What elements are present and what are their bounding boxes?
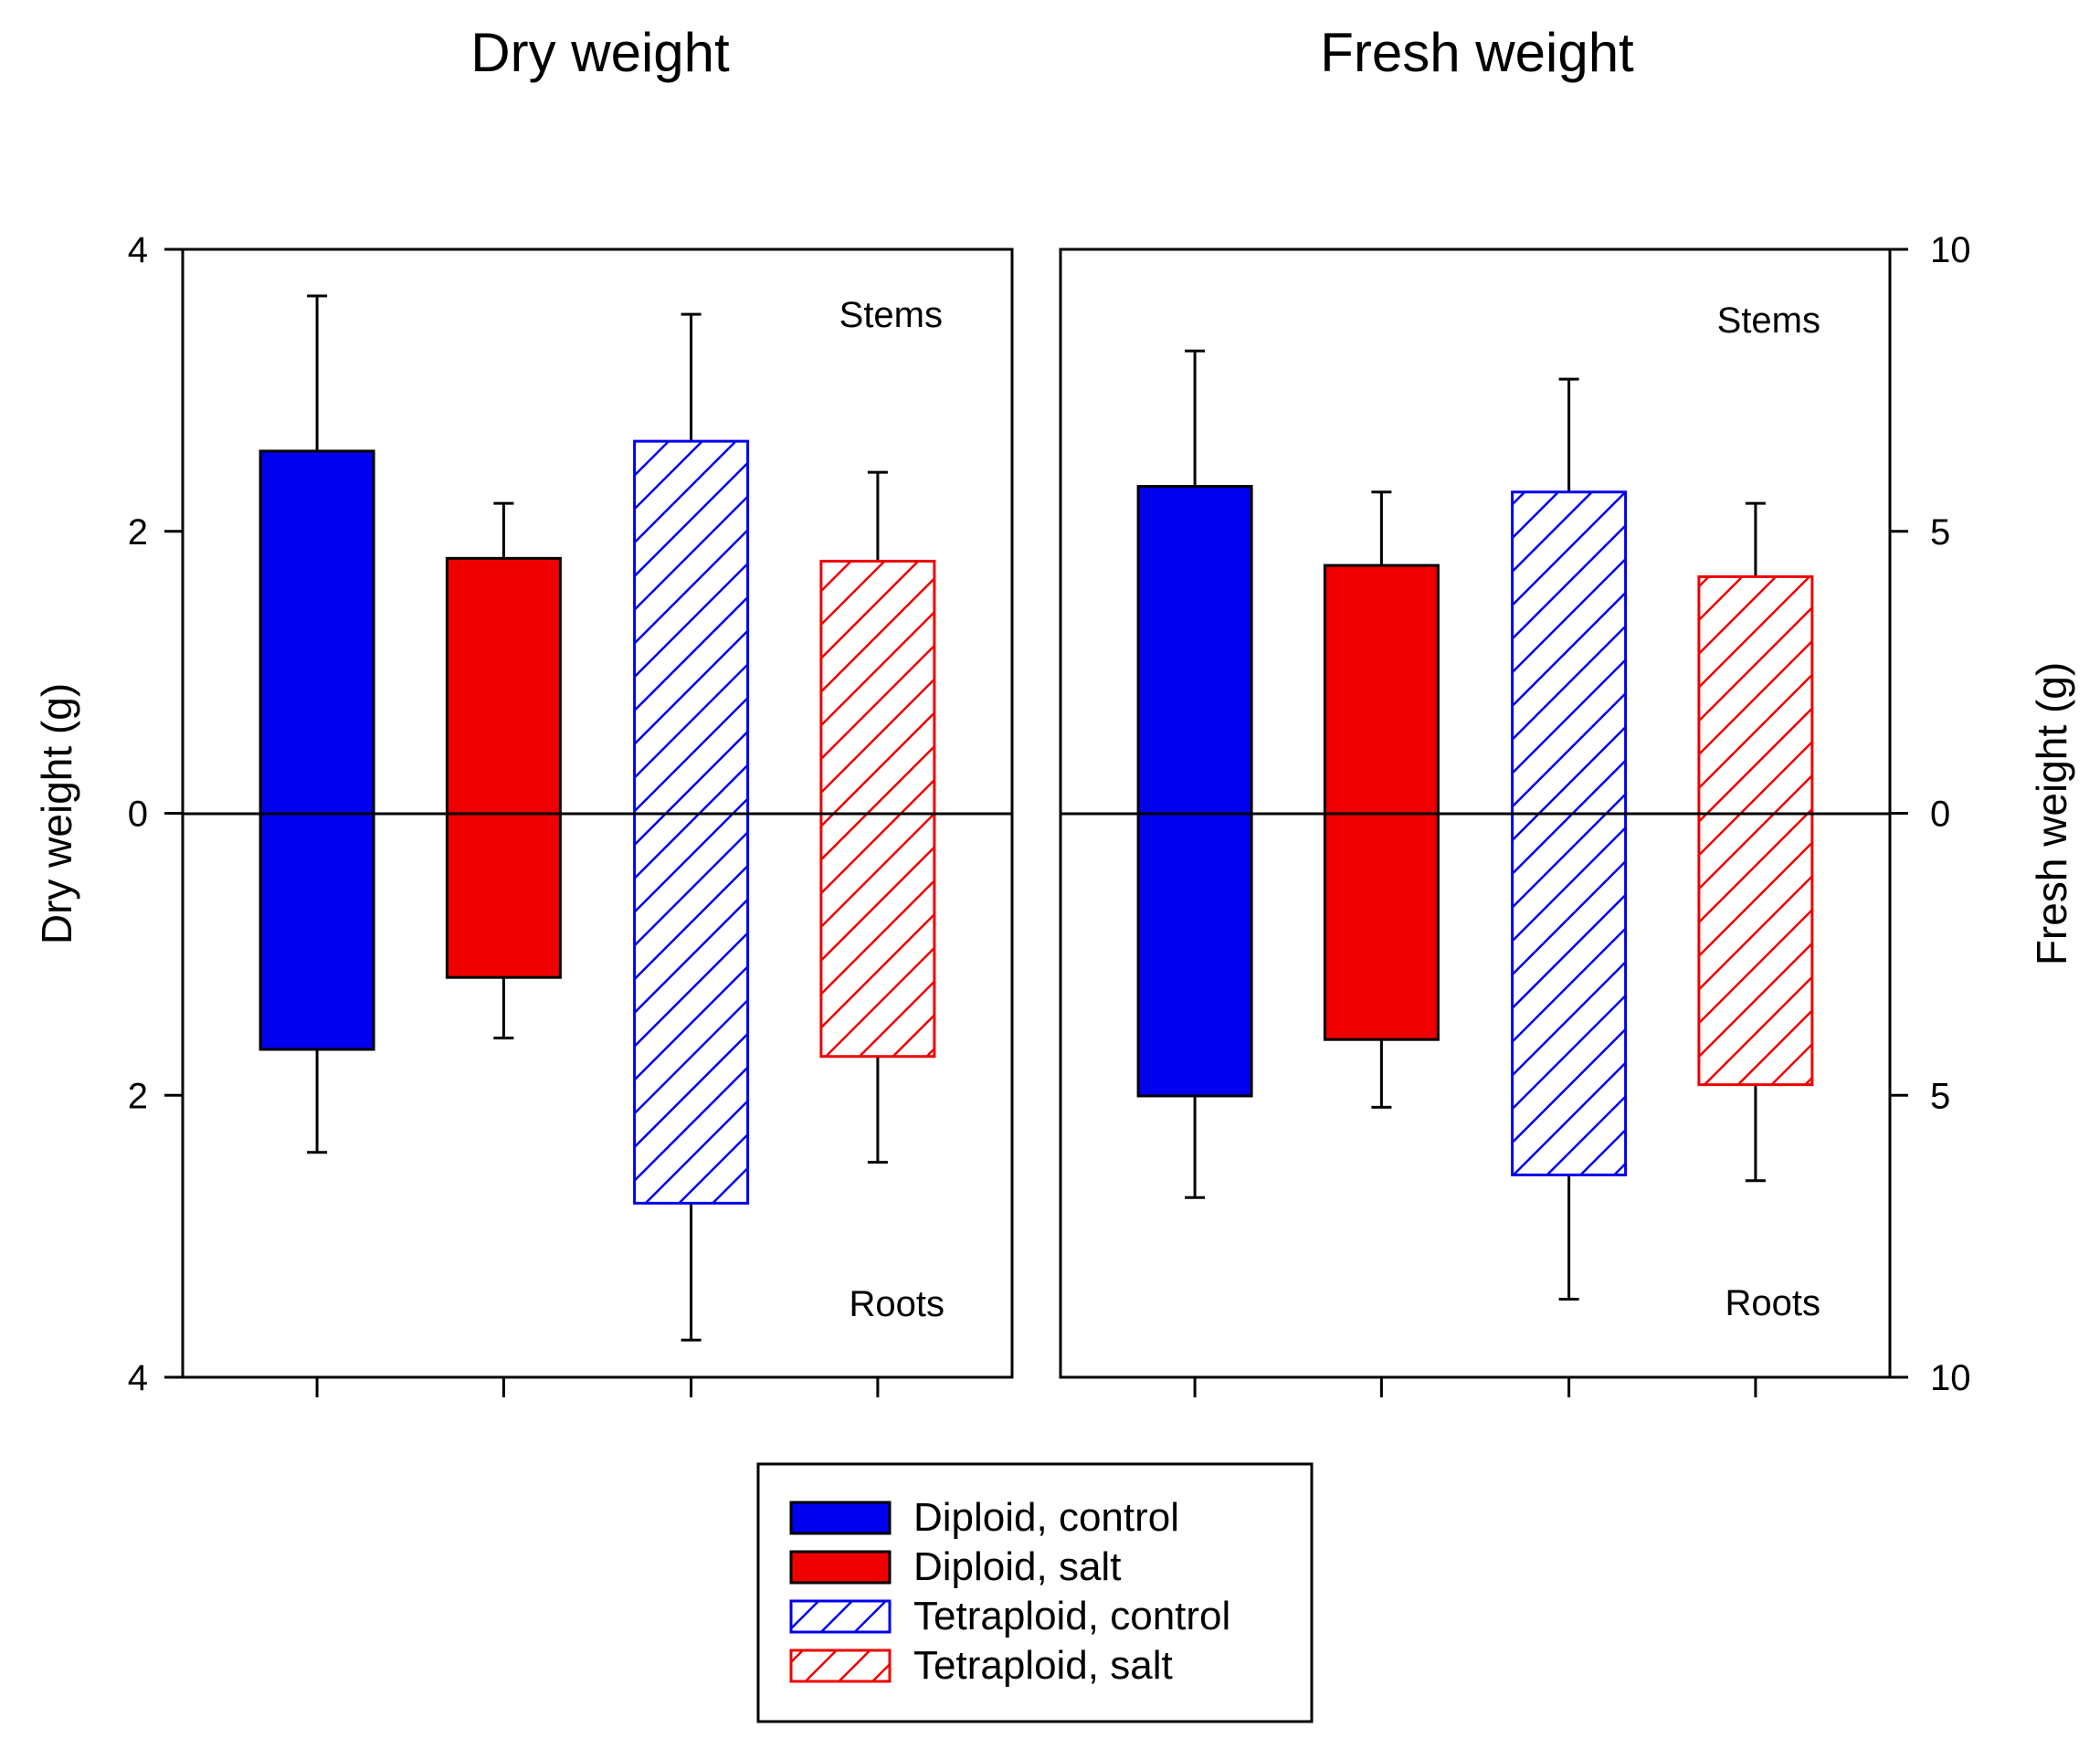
fresh-diploid-salt-root-bar [1323, 812, 1440, 1041]
fresh-diploid-control-stem-bar [1136, 485, 1253, 816]
x-ticks-dry [315, 1377, 880, 1397]
fresh-tetraploid-salt-root-bar [1697, 812, 1814, 1087]
panel-title-fresh: Fresh weight [1320, 22, 1634, 83]
y-tick-label: 10 [1930, 230, 1971, 270]
legend-swatch [789, 1599, 892, 1634]
legend-swatch [789, 1501, 892, 1535]
annotation-roots-fresh: Roots [1725, 1283, 1821, 1323]
annotation-roots-dry: Roots [849, 1284, 945, 1324]
y-tick-label: 2 [128, 512, 148, 553]
y-tick-label: 4 [128, 1358, 148, 1398]
y-tick-label: 4 [128, 230, 148, 270]
y-tick-label: 0 [128, 795, 148, 835]
legend-label: Diploid, salt [913, 1544, 1121, 1589]
y-tick-label: 5 [1930, 512, 1950, 553]
y-tick-label: 10 [1930, 1358, 1971, 1398]
bars-dry [259, 294, 936, 1342]
fresh-diploid-salt-stem-bar [1323, 564, 1440, 816]
annotation-stems-fresh: Stems [1717, 300, 1820, 341]
fresh-diploid-control-root-bar [1136, 812, 1253, 1098]
legend-swatch [789, 1648, 892, 1683]
panel-fresh-weight: Fresh weight 10 5 0 5 10 Stems Roots Fresh w… [1059, 22, 2075, 1398]
dry-diploid-control-stem-bar [259, 449, 375, 816]
panel-dry-weight: Dry weight 4 2 0 2 4 Stems Roots Dry weight … [33, 22, 1014, 1398]
dry-tetraploid-salt-root-bar [819, 812, 936, 1059]
dry-diploid-control-root-bar [259, 812, 375, 1051]
y-tick-label: 0 [1930, 795, 1950, 835]
fresh-tetraploid-salt-stem-bar [1697, 574, 1814, 816]
panel-title-dry: Dry weight [470, 22, 730, 83]
dry-tetraploid-control-stem-bar [633, 439, 750, 816]
legend-label: Diploid, control [913, 1495, 1179, 1540]
fresh-tetraploid-control-root-bar [1511, 812, 1628, 1177]
annotation-stems-dry: Stems [839, 295, 943, 335]
y-tick-label: 2 [128, 1076, 148, 1116]
legend-label: Tetraploid, control [913, 1594, 1230, 1638]
y-tick-label: 5 [1930, 1076, 1950, 1116]
dry-diploid-salt-stem-bar [445, 556, 562, 816]
y-ticks-fresh: 10 5 0 5 10 [1890, 230, 1971, 1398]
dry-diploid-salt-root-bar [445, 812, 562, 979]
y-axis-label-fresh: Fresh weight (g) [2028, 662, 2075, 965]
fresh-tetraploid-control-stem-bar [1511, 490, 1628, 816]
x-ticks-fresh [1193, 1377, 1757, 1397]
legend-label: Tetraploid, salt [913, 1643, 1173, 1688]
bars-fresh [1136, 349, 1814, 1301]
legend-swatch [789, 1550, 892, 1585]
y-ticks-dry: 4 2 0 2 4 [128, 230, 183, 1398]
dry-tetraploid-salt-stem-bar [819, 559, 936, 816]
dry-tetraploid-control-root-bar [633, 812, 750, 1205]
y-axis-label-dry: Dry weight (g) [33, 683, 80, 944]
